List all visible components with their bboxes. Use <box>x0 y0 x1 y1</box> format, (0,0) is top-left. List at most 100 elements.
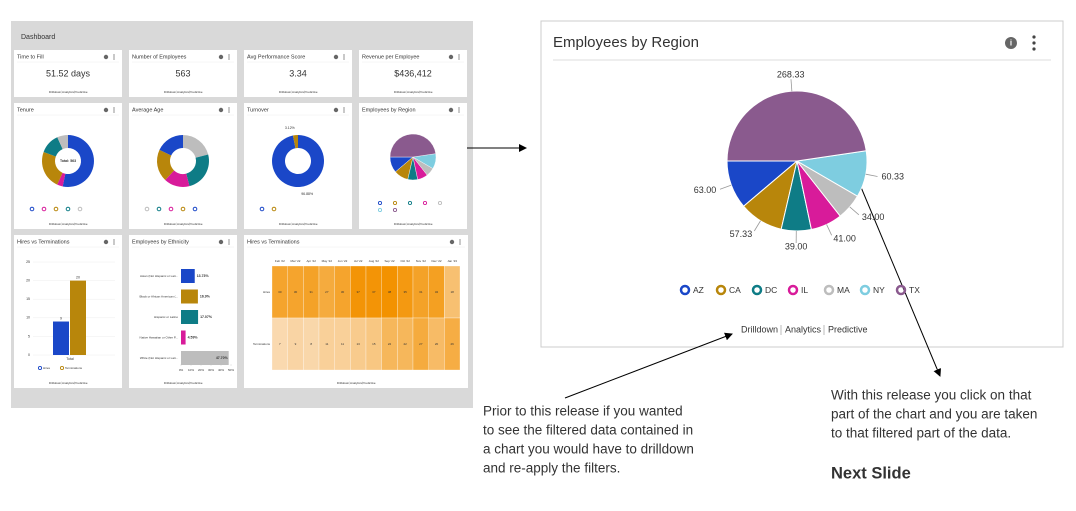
leader-line <box>865 173 878 177</box>
pie-slice[interactable] <box>795 150 868 197</box>
footer-link[interactable]: Drilldown <box>394 222 407 226</box>
legend-swatch[interactable] <box>859 284 871 296</box>
heatmap-cell[interactable] <box>444 317 461 371</box>
info-icon[interactable] <box>1005 37 1017 49</box>
footer-link[interactable]: Analytics <box>292 222 305 226</box>
donut-slice[interactable] <box>57 172 66 187</box>
bar[interactable] <box>53 321 69 355</box>
donut-slice[interactable] <box>62 135 94 187</box>
mini-pie-slice[interactable] <box>412 153 437 169</box>
legend-swatch[interactable] <box>679 284 691 296</box>
legend-swatch[interactable] <box>787 284 799 296</box>
footer-link[interactable]: Drilldown <box>279 222 292 226</box>
footer-link[interactable]: Drilldown <box>741 324 778 334</box>
legend-swatch[interactable] <box>715 284 727 296</box>
mini-pie-slice[interactable] <box>407 156 418 181</box>
donut-slice[interactable] <box>292 135 298 149</box>
bar[interactable] <box>181 269 195 283</box>
footer-link[interactable]: Analytics <box>407 90 420 94</box>
menu-icon[interactable] <box>1032 35 1036 51</box>
info-icon[interactable] <box>218 107 224 113</box>
footer-link[interactable]: Drilldown <box>337 381 350 385</box>
donut-slice[interactable] <box>57 135 68 150</box>
legend-swatch[interactable] <box>823 284 835 296</box>
legend-swatch <box>65 206 71 212</box>
mini-pie-slice[interactable] <box>389 133 436 158</box>
column-label: Sep '22 <box>384 259 394 263</box>
donut-slice[interactable] <box>183 135 209 158</box>
mini-legend-swatch <box>407 200 413 206</box>
footer-link[interactable]: Analytics <box>177 222 190 226</box>
info-icon[interactable] <box>333 107 339 113</box>
footer-link[interactable]: Drilldown <box>279 90 292 94</box>
footer-link[interactable]: Analytics <box>177 90 190 94</box>
footer-link[interactable]: Analytics <box>350 381 363 385</box>
pie-slice[interactable] <box>742 159 798 230</box>
footer-link[interactable]: Predictive <box>304 90 318 94</box>
info-icon[interactable] <box>103 107 109 113</box>
pie-slice[interactable] <box>726 90 867 162</box>
bar[interactable] <box>181 310 199 324</box>
mini-pie-slice[interactable] <box>412 156 434 176</box>
footer-link[interactable]: Analytics <box>177 381 190 385</box>
footer-link[interactable]: Predictive <box>189 90 203 94</box>
next-slide[interactable]: Next Slide <box>831 464 911 482</box>
footer-link[interactable]: Predictive <box>362 381 376 385</box>
footer-link[interactable]: Drilldown <box>49 222 62 226</box>
info-icon[interactable] <box>218 54 224 60</box>
footer-link[interactable]: Predictive <box>419 90 433 94</box>
mini-legend-swatch <box>422 200 428 206</box>
footer-link[interactable]: Predictive <box>74 90 88 94</box>
legend-swatch[interactable] <box>751 284 763 296</box>
footer-link[interactable]: Predictive <box>304 222 318 226</box>
info-icon[interactable] <box>103 54 109 60</box>
bar[interactable] <box>181 330 186 345</box>
bar[interactable] <box>70 280 86 355</box>
cell-label: 22 <box>388 342 392 346</box>
footer-link[interactable]: Analytics <box>407 222 420 226</box>
pie-slice[interactable] <box>796 160 859 217</box>
donut-slice[interactable] <box>156 149 175 180</box>
footer-link[interactable]: Analytics <box>62 381 75 385</box>
donut-slice[interactable] <box>272 134 325 188</box>
pie-slice[interactable] <box>780 160 813 232</box>
footer-link[interactable]: Predictive <box>189 381 203 385</box>
footer-link[interactable]: Drilldown <box>394 90 407 94</box>
footer-link[interactable]: Drilldown <box>49 90 62 94</box>
donut-slice[interactable] <box>42 151 63 185</box>
legend-swatch <box>41 206 47 212</box>
info-icon[interactable] <box>333 54 339 60</box>
footer-link[interactable]: Analytics <box>785 324 822 334</box>
info-icon[interactable] <box>103 239 109 245</box>
pie-slice[interactable] <box>796 160 841 231</box>
footer-link[interactable]: Drilldown <box>49 381 62 385</box>
footer-link[interactable]: Predictive <box>74 222 88 226</box>
footer-link[interactable]: Analytics <box>62 222 75 226</box>
donut-slice[interactable] <box>43 137 63 157</box>
info-icon[interactable] <box>448 107 454 113</box>
footer-link[interactable]: Drilldown <box>164 222 177 226</box>
footer-link[interactable]: Drilldown <box>164 90 177 94</box>
x-tick-label: Total <box>66 357 74 361</box>
mini-pie-slice[interactable] <box>412 156 428 180</box>
footer-link[interactable]: Predictive <box>74 381 88 385</box>
footer-link[interactable]: Predictive <box>828 324 868 334</box>
info-icon[interactable] <box>448 54 454 60</box>
footer-link[interactable]: Analytics <box>62 90 75 94</box>
footer-link[interactable]: Predictive <box>419 222 433 226</box>
donut-slice[interactable] <box>165 170 190 187</box>
bar[interactable] <box>181 289 198 304</box>
menu-dot <box>343 54 345 56</box>
column-label: Jul '22 <box>354 259 363 263</box>
legend-swatch[interactable] <box>895 284 907 296</box>
info-icon[interactable] <box>449 239 455 245</box>
footer-link[interactable]: Drilldown <box>164 381 177 385</box>
mini-pie-slice[interactable] <box>395 156 414 180</box>
info-icon[interactable] <box>218 239 224 245</box>
column-label: Dec '22 <box>431 259 441 263</box>
footer-link[interactable]: Analytics <box>292 90 305 94</box>
donut-slice[interactable] <box>159 135 183 156</box>
footer-link[interactable]: Predictive <box>189 222 203 226</box>
donut-slice[interactable] <box>186 154 209 187</box>
bar[interactable] <box>181 351 229 365</box>
